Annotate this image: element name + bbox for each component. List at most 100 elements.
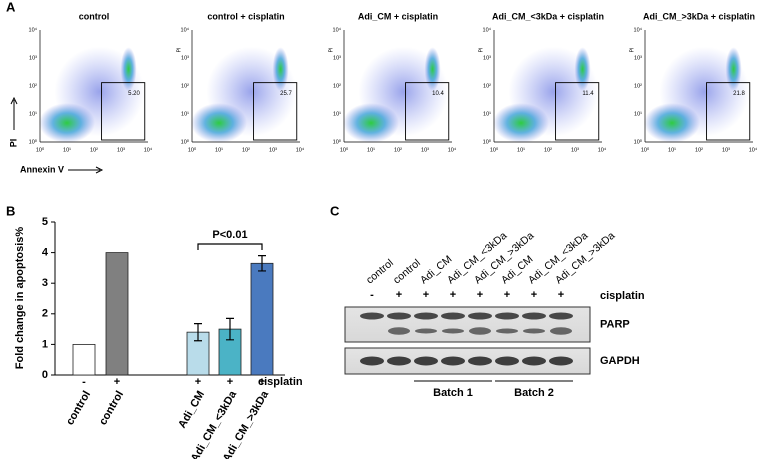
y-tick-label: 10² <box>181 83 189 89</box>
x-tick-label: 10¹ <box>367 147 375 153</box>
y-tick-label: 10⁴ <box>181 26 190 33</box>
y-tick-label: 10⁰ <box>29 138 38 145</box>
y-axis-label: Fold change in apoptosis% <box>14 227 26 370</box>
sign: + <box>396 289 402 301</box>
band <box>442 328 464 334</box>
gate-value: 10.4 <box>432 91 444 97</box>
x-axis-label: Annexin V <box>20 164 64 174</box>
x-tick-label: 10⁰ <box>188 146 197 153</box>
y-tick-label: 0 <box>42 369 48 381</box>
x-tick-label: 10⁴ <box>749 146 758 153</box>
bracket <box>197 243 263 250</box>
x-tick-label: Adi_CM <box>176 389 207 430</box>
sign: + <box>450 289 456 301</box>
x-tick-label: 10¹ <box>215 147 223 153</box>
band-label: GAPDH <box>600 355 640 367</box>
sign: + <box>558 289 564 301</box>
band <box>388 327 410 335</box>
plot-title: Adi_CM_>3kDa + cisplatin <box>643 11 755 21</box>
band <box>360 356 384 366</box>
y-tick-label: 1 <box>42 338 48 350</box>
x-tick-label: 10⁰ <box>490 146 499 153</box>
density <box>493 102 549 143</box>
x-tick-label: 10⁴ <box>448 146 457 153</box>
y-axis-label: PI <box>8 139 18 148</box>
x-tick-label: 10² <box>394 147 402 153</box>
y-tick-label: 10⁴ <box>29 26 38 33</box>
sign: - <box>370 289 374 301</box>
x-tick-label: 10² <box>90 147 98 153</box>
x-tick-label: 10¹ <box>668 147 676 153</box>
y-tick-label: 10³ <box>181 55 189 61</box>
x-tick-label: 10⁴ <box>296 146 305 153</box>
x-tick-label: 10² <box>242 147 250 153</box>
band <box>549 356 573 366</box>
plot-title: Adi_CM + cisplatin <box>358 11 438 21</box>
sign: + <box>423 289 429 301</box>
band <box>468 312 492 320</box>
panel-label: B <box>6 203 15 218</box>
band <box>360 312 384 320</box>
density <box>272 47 289 92</box>
bar <box>72 343 96 376</box>
x-tick-label: 10² <box>695 147 703 153</box>
blot-strip <box>344 306 591 343</box>
band <box>468 356 492 366</box>
density <box>39 102 95 143</box>
y-axis-label: PI <box>478 48 484 53</box>
sign: + <box>114 376 120 388</box>
y-tick-label: 10⁴ <box>634 26 643 33</box>
batch-label: Batch 1 <box>433 387 473 399</box>
band <box>495 356 519 366</box>
x-tick-label: 10⁰ <box>340 146 349 153</box>
bar <box>250 262 274 376</box>
gate <box>555 82 600 141</box>
y-axis-label: PI <box>328 48 334 53</box>
sign: + <box>227 376 233 388</box>
y-tick-label: 10² <box>483 83 491 89</box>
x-tick-label: 10³ <box>722 147 730 153</box>
band <box>496 328 518 334</box>
density <box>725 47 742 92</box>
y-tick-label: 10¹ <box>181 111 189 117</box>
density <box>424 47 441 92</box>
band <box>441 356 465 366</box>
arrow-head <box>95 166 104 174</box>
gate <box>706 82 751 141</box>
y-tick-label: 10³ <box>333 55 341 61</box>
x-tick-label: 10¹ <box>63 147 71 153</box>
treatment-label: cisplatin <box>600 290 645 302</box>
y-tick-label: 2 <box>42 308 48 320</box>
y-tick-label: 10⁰ <box>333 138 342 145</box>
gate-value: 21.8 <box>733 91 745 97</box>
error-bar <box>194 322 202 342</box>
y-tick-label: 10² <box>29 83 37 89</box>
y-tick-label: 10⁴ <box>483 26 492 33</box>
band <box>414 312 438 320</box>
band <box>549 312 573 320</box>
y-tick-label: 4 <box>42 247 49 259</box>
sign: + <box>259 376 265 388</box>
gate-value: 11.4 <box>582 91 594 97</box>
band <box>414 356 438 366</box>
band <box>387 312 411 320</box>
plot-title: control <box>79 11 110 21</box>
x-tick-label: 10¹ <box>517 147 525 153</box>
gate <box>405 82 450 141</box>
density <box>574 47 591 92</box>
band <box>550 327 572 335</box>
panel-label: C <box>330 203 340 218</box>
band <box>522 312 546 320</box>
x-tick-label: 10² <box>544 147 552 153</box>
band <box>523 328 545 334</box>
y-axis-label: PI <box>629 48 635 53</box>
density <box>120 47 137 92</box>
y-tick-label: 10¹ <box>333 111 341 117</box>
arrow-head <box>10 96 18 105</box>
plot-title: Adi_CM_<3kDa + cisplatin <box>492 11 604 21</box>
x-tick-label: 10⁴ <box>144 146 153 153</box>
sign: + <box>477 289 483 301</box>
gate-value: 25.7 <box>280 91 292 97</box>
band <box>387 356 411 366</box>
